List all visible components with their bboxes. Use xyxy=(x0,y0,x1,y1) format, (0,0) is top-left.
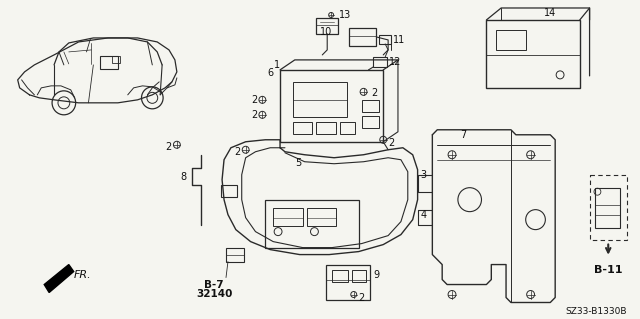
Bar xyxy=(595,188,620,228)
Text: 32140: 32140 xyxy=(196,288,232,299)
Text: 2: 2 xyxy=(251,110,257,120)
Bar xyxy=(226,248,244,262)
Bar xyxy=(307,208,336,226)
Text: 1: 1 xyxy=(274,60,280,70)
Bar xyxy=(112,56,120,63)
Bar xyxy=(280,70,383,142)
Bar xyxy=(293,122,312,134)
Text: 2: 2 xyxy=(166,142,172,152)
Bar xyxy=(362,116,380,128)
Text: 14: 14 xyxy=(544,8,556,18)
Text: 10: 10 xyxy=(320,27,332,37)
Text: 3: 3 xyxy=(420,170,427,180)
Text: 6: 6 xyxy=(267,68,273,78)
Bar xyxy=(273,208,303,226)
Text: 4: 4 xyxy=(420,210,427,220)
Bar xyxy=(316,122,336,134)
Text: SZ33-B1330B: SZ33-B1330B xyxy=(565,308,627,316)
Text: 2: 2 xyxy=(388,138,394,148)
Bar xyxy=(496,30,525,50)
Text: B-11: B-11 xyxy=(594,264,623,275)
Bar xyxy=(221,185,237,197)
Text: 2: 2 xyxy=(358,293,365,302)
Text: B-7: B-7 xyxy=(204,279,224,290)
Bar xyxy=(293,82,347,117)
Text: 2: 2 xyxy=(234,147,241,157)
Bar xyxy=(316,18,338,34)
Text: 12: 12 xyxy=(389,57,401,67)
Bar xyxy=(332,270,348,282)
Text: 2: 2 xyxy=(371,88,378,98)
Bar xyxy=(349,28,376,46)
Text: 2: 2 xyxy=(251,95,257,105)
Text: 13: 13 xyxy=(339,10,351,20)
Bar xyxy=(352,270,365,282)
Bar xyxy=(266,200,358,248)
Text: FR.: FR. xyxy=(74,270,92,279)
Polygon shape xyxy=(44,264,74,293)
Text: 7: 7 xyxy=(461,130,467,140)
Bar xyxy=(486,20,580,88)
Bar xyxy=(589,175,627,240)
Bar xyxy=(340,122,355,134)
Bar xyxy=(362,100,380,112)
Bar xyxy=(100,56,118,69)
Bar xyxy=(373,57,387,67)
Text: 9: 9 xyxy=(373,270,380,279)
Text: 8: 8 xyxy=(180,172,187,182)
Bar xyxy=(326,264,371,300)
Bar xyxy=(380,35,391,44)
Text: 11: 11 xyxy=(393,35,405,45)
Text: 5: 5 xyxy=(295,158,301,168)
